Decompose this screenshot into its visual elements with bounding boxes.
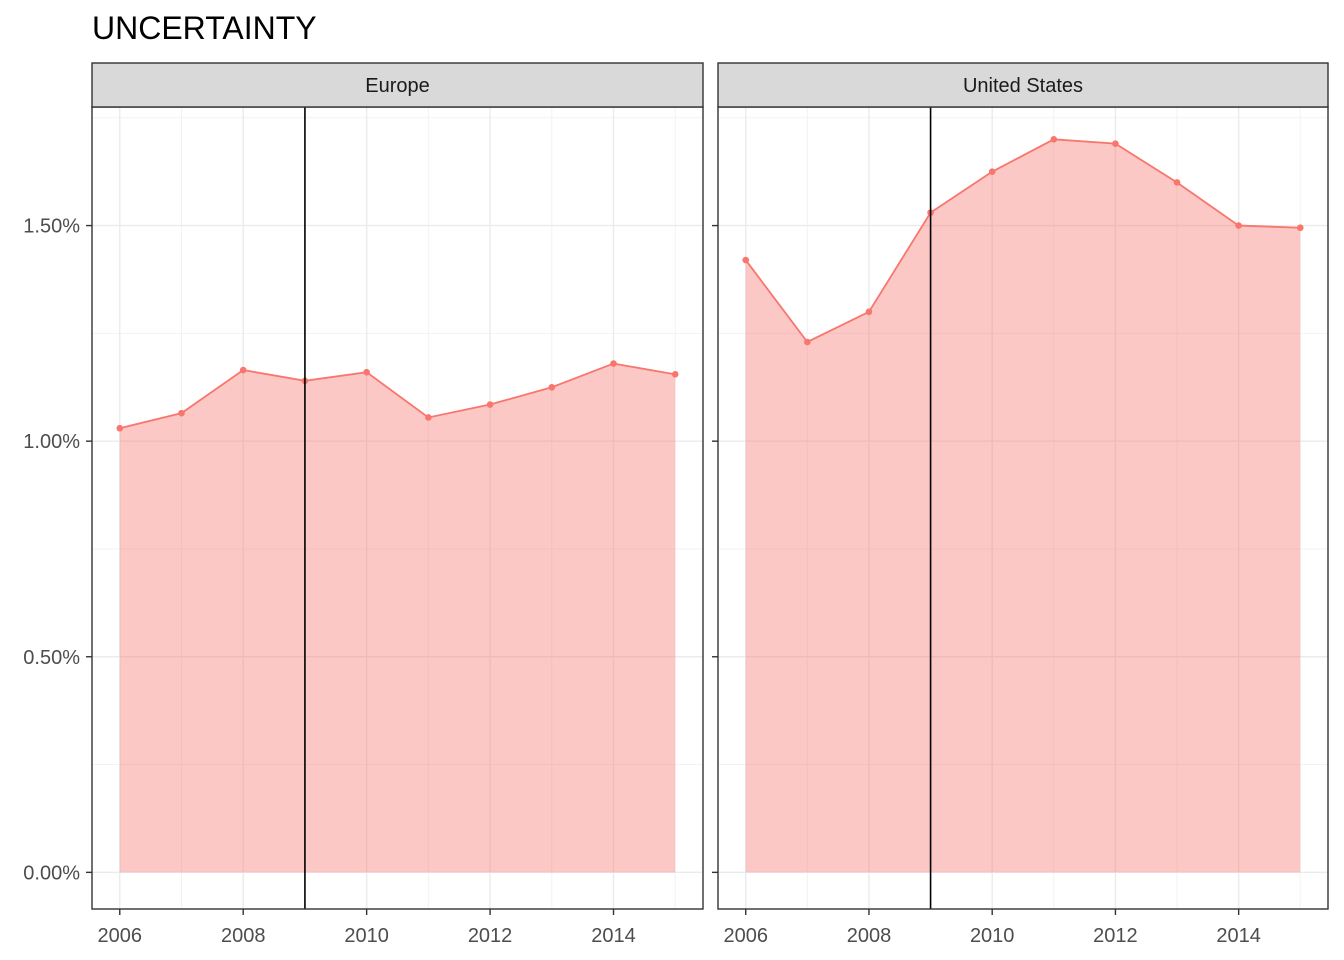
data-point — [1235, 222, 1242, 229]
data-point — [1173, 179, 1181, 186]
facet-strip-label: United States — [963, 75, 1083, 97]
data-point — [363, 368, 370, 376]
y-tick-label: 0.00% — [23, 862, 80, 884]
panel-united-states: United States 2006 2008 2010 2012 2014 — [712, 62, 1329, 947]
panel-background — [92, 107, 703, 909]
data-point — [742, 256, 750, 264]
x-tick-label: 2012 — [468, 925, 513, 947]
x-tick-label: 2010 — [344, 925, 389, 947]
x-tick-label: 2006 — [98, 925, 143, 947]
x-tick-label: 2008 — [221, 925, 266, 947]
data-point — [116, 424, 124, 432]
x-tick-label: 2014 — [1216, 925, 1261, 947]
data-point — [178, 409, 185, 417]
facet-strip — [717, 62, 1329, 108]
data-point — [486, 401, 494, 408]
data-point — [671, 371, 679, 378]
data-point — [239, 366, 247, 374]
x-tick-label: 2008 — [847, 925, 892, 947]
data-point — [548, 383, 556, 391]
data-point — [1112, 140, 1119, 147]
data-point — [988, 168, 996, 175]
chart-title: UNCERTAINTY — [92, 10, 317, 46]
panel-background — [718, 107, 1328, 909]
area-fill — [745, 139, 1301, 873]
data-point — [1050, 136, 1058, 143]
series-line — [119, 362, 676, 430]
data-point — [804, 338, 811, 346]
facet-strip-label: Europe — [365, 75, 430, 97]
panel-europe: Europe 2006 2008 2010 2012 2014 0.00% 0.50% 1.00… — [23, 62, 704, 947]
area-fill — [119, 363, 676, 873]
data-point — [425, 414, 432, 421]
y-tick-label: 1.50% — [23, 216, 80, 238]
data-point — [1296, 224, 1304, 232]
data-point — [865, 308, 873, 316]
y-tick-label: 0.50% — [23, 647, 80, 669]
x-tick-label: 2006 — [723, 925, 768, 947]
data-point — [610, 360, 617, 367]
series-line — [745, 138, 1301, 344]
facet-strip — [91, 62, 704, 108]
x-tick-label: 2012 — [1093, 925, 1138, 947]
x-tick-label: 2014 — [591, 925, 636, 947]
y-tick-label: 1.00% — [23, 431, 80, 453]
x-tick-label: 2010 — [970, 925, 1015, 947]
